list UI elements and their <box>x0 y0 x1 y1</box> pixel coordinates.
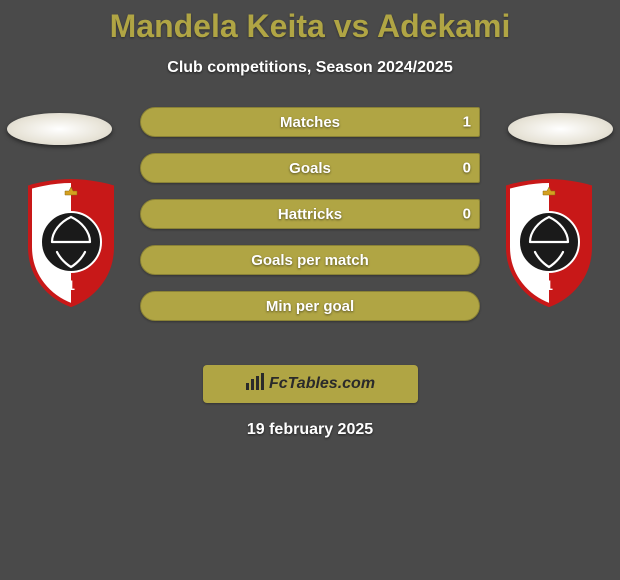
club-badge-right: 1 <box>500 177 598 307</box>
footer-date: 19 february 2025 <box>0 421 620 439</box>
stat-row-goals: Goals 0 <box>140 153 480 183</box>
player-disc-right <box>508 113 613 145</box>
stat-label: Hattricks <box>278 206 342 223</box>
stat-label: Goals <box>289 160 331 177</box>
stat-value: 0 <box>463 206 471 223</box>
stat-label: Min per goal <box>266 298 354 315</box>
stats-area: 1 1 Matches 1 Goals 0 Hattricks <box>0 107 620 357</box>
brand-badge: FcTables.com <box>203 365 418 403</box>
svg-text:1: 1 <box>545 277 553 293</box>
stat-row-min-per-goal: Min per goal <box>140 291 480 321</box>
comparison-title: Mandela Keita vs Adekami <box>0 0 620 45</box>
stat-label: Matches <box>280 114 340 131</box>
svg-text:1: 1 <box>67 277 75 293</box>
chart-icon <box>245 373 265 396</box>
club-badge-left: 1 <box>22 177 120 307</box>
stat-value: 0 <box>463 160 471 177</box>
player-disc-left <box>7 113 112 145</box>
stat-row-hattricks: Hattricks 0 <box>140 199 480 229</box>
stat-rows-container: Matches 1 Goals 0 Hattricks 0 Goals per … <box>140 107 480 321</box>
comparison-subtitle: Club competitions, Season 2024/2025 <box>0 59 620 77</box>
stat-row-goals-per-match: Goals per match <box>140 245 480 275</box>
brand-text: FcTables.com <box>269 375 375 393</box>
stat-value: 1 <box>463 114 471 131</box>
stat-row-matches: Matches 1 <box>140 107 480 137</box>
stat-label: Goals per match <box>251 252 369 269</box>
